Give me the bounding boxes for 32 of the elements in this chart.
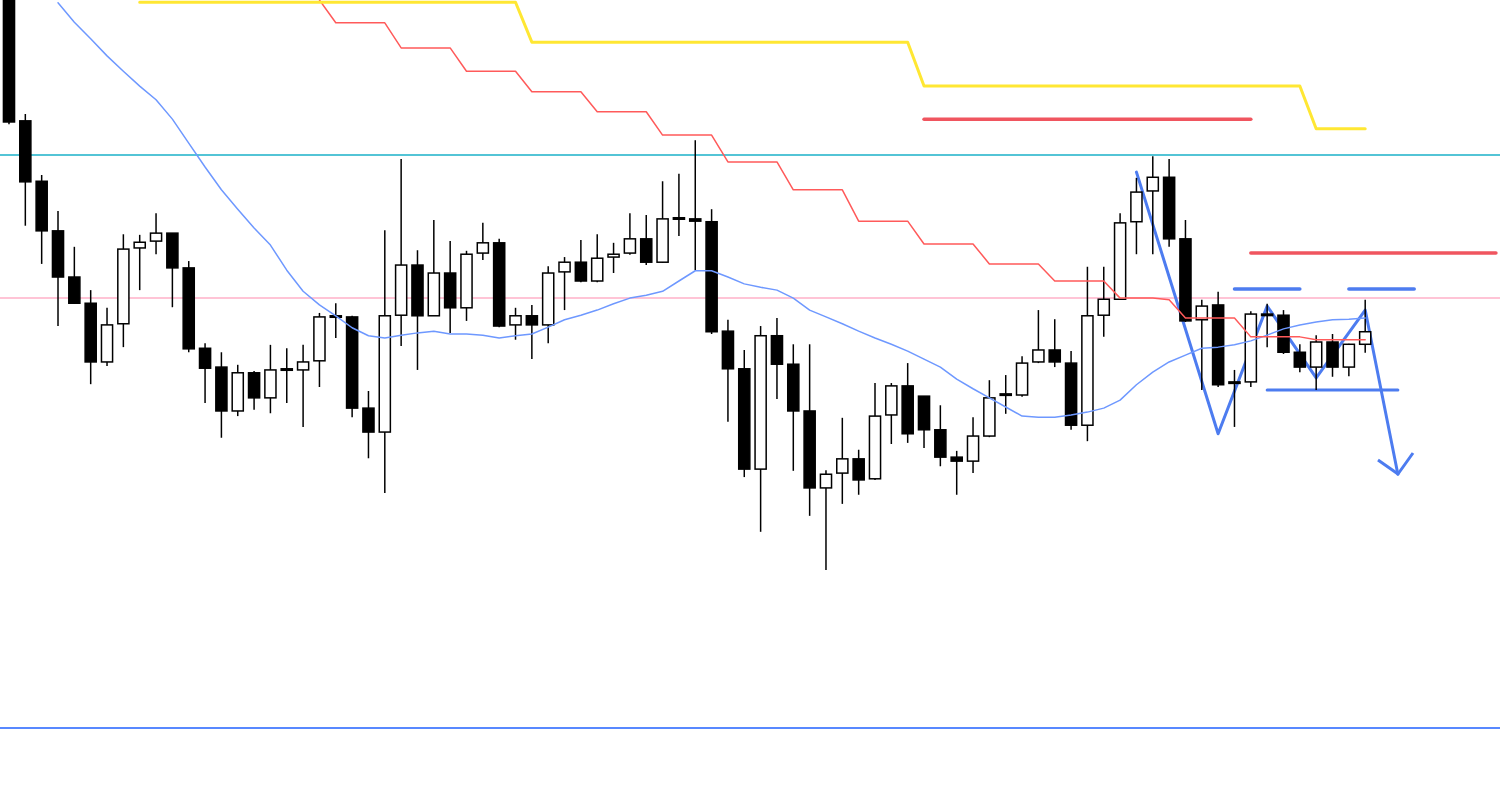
candlestick: [607, 242, 620, 274]
candlestick: [639, 214, 653, 266]
candlestick: [1097, 266, 1111, 338]
candlestick: [296, 344, 310, 428]
candlestick: [558, 256, 571, 311]
candlestick: [1032, 309, 1045, 364]
candlestick: [1260, 303, 1274, 348]
candlestick: [149, 212, 163, 255]
candlestick: [1195, 299, 1209, 391]
candlestick: [362, 390, 375, 460]
candlestick: [819, 469, 833, 571]
candlestick: [1048, 318, 1062, 368]
candlestick: [852, 448, 865, 496]
candlestick: [525, 304, 539, 360]
candlestick: [574, 239, 588, 283]
candlestick: [590, 233, 604, 283]
candlestick: [509, 307, 522, 341]
candlestick: [950, 450, 964, 496]
candlestick: [198, 342, 212, 404]
candlestick: [688, 139, 702, 271]
candlestick: [133, 234, 147, 291]
candlestick: [1358, 299, 1372, 354]
candlestick: [1293, 343, 1307, 373]
candlestick: [1146, 155, 1160, 255]
candlestick: [280, 347, 294, 404]
candlestick: [672, 173, 686, 237]
candlestick: [836, 417, 849, 505]
candlestick: [999, 374, 1013, 415]
candlestick: [623, 212, 637, 256]
candlestick: [1228, 369, 1241, 428]
candlestick: [1342, 342, 1356, 377]
candlestick: [476, 222, 490, 261]
